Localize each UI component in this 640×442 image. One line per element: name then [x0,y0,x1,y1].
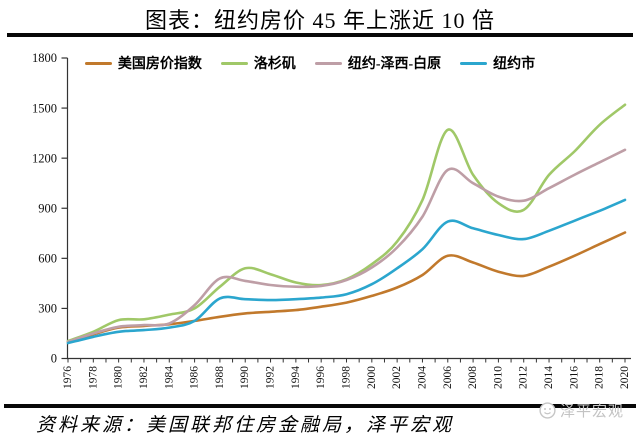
svg-text:1976: 1976 [62,366,74,389]
x-axis-ticks: 1976 1978 1980 1982 1984 1986 1988 1990 1992 1994… [62,358,631,389]
series-line [66,103,627,343]
legend: 美国房价指数 洛杉矶 纽约-泽西-白原 纽约市 [40,53,580,73]
page-title: 图表：纽约房价 45 年上涨近 10 倍 [144,8,495,33]
svg-text:2018: 2018 [594,366,606,389]
legend-item: 美国房价指数 [84,53,202,73]
legend-item: 纽约-泽西-白原 [314,53,442,73]
svg-text:2012: 2012 [518,366,530,389]
series-line [66,148,627,344]
source-note: 资料来源：美国联邦住房金融局，泽平宏观 [36,415,455,436]
svg-text:1982: 1982 [138,366,150,389]
svg-text:1990: 1990 [239,366,251,389]
legend-item: 洛杉矶 [220,53,296,73]
legend-swatch [84,61,112,65]
legend-item: 纽约市 [460,53,535,73]
svg-text:2006: 2006 [442,366,454,389]
svg-text:300: 300 [38,302,57,316]
svg-text:1996: 1996 [315,366,327,389]
svg-text:2002: 2002 [391,366,403,389]
top-divider [7,33,633,37]
svg-text:0: 0 [51,352,57,366]
axes [66,58,631,360]
svg-text:900: 900 [38,201,57,215]
svg-text:1988: 1988 [214,366,226,389]
svg-text:2010: 2010 [492,366,504,389]
svg-text:1984: 1984 [163,366,175,389]
bottom-divider [4,404,636,408]
legend-swatch [460,61,488,65]
legend-label: 洛杉矶 [253,57,296,72]
svg-text:2000: 2000 [366,366,378,389]
legend-swatch [220,61,248,65]
svg-text:1992: 1992 [265,366,277,389]
legend-label: 纽约-泽西-白原 [347,57,442,72]
svg-text:1200: 1200 [32,151,57,165]
series-line [66,198,627,345]
legend-label: 美国房价指数 [117,57,202,72]
zeping-macro-logo-icon [539,402,556,419]
svg-text:1800: 1800 [32,51,57,65]
svg-text:1980: 1980 [113,366,125,389]
svg-text:2016: 2016 [568,366,580,389]
series-lines [66,103,627,345]
svg-text:1994: 1994 [290,366,302,389]
legend-swatch [314,61,342,65]
svg-text:2020: 2020 [619,366,631,389]
svg-text:1978: 1978 [87,366,99,389]
watermark: 泽平宏观 [539,400,624,421]
svg-text:1500: 1500 [32,101,57,115]
y-axis-ticks: 0 300 600 900 1200 1500 1800 [32,51,68,366]
svg-text:2008: 2008 [467,366,479,389]
svg-text:1998: 1998 [341,366,353,389]
svg-text:600: 600 [38,252,57,266]
legend-label: 纽约市 [493,57,536,72]
watermark-label: 泽平宏观 [559,404,624,420]
svg-text:2004: 2004 [416,366,428,389]
svg-text:2014: 2014 [543,366,555,389]
svg-text:1986: 1986 [189,366,201,389]
